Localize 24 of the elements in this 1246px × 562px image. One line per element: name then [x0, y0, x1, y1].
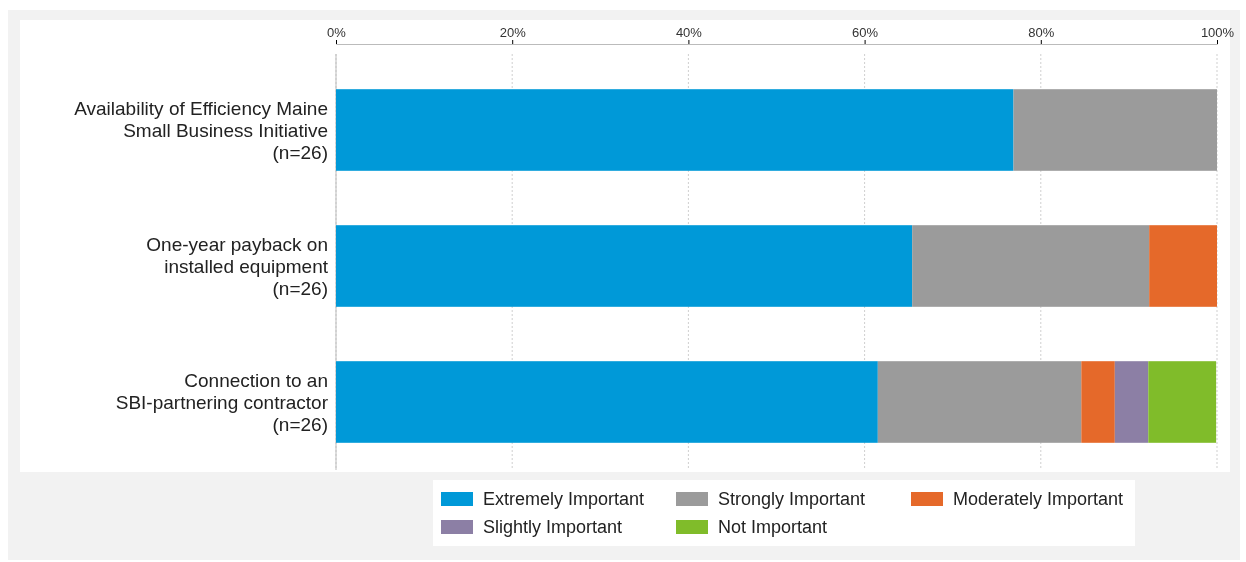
bar — [1114, 361, 1149, 443]
x-tick-label: 60% — [852, 25, 879, 40]
bar — [877, 361, 1082, 443]
bar — [336, 89, 1014, 171]
legend-label: Extremely Important — [483, 489, 645, 509]
bar — [1149, 225, 1217, 307]
y-tick-label: Connection to an SBI-partnering contractor (n=26) — [115, 370, 329, 435]
bar — [1081, 361, 1115, 443]
bar — [912, 225, 1150, 307]
bar — [1148, 361, 1217, 443]
legend-label: Moderately Important — [953, 489, 1124, 509]
x-tick-label: 20% — [499, 25, 527, 40]
bar — [336, 361, 878, 443]
y-tick-label: One-year payback on installed equipment (n=26) — [146, 234, 329, 299]
x-tick-label: 40% — [675, 25, 703, 40]
x-tick-label: 100% — [1200, 25, 1235, 40]
bar — [336, 225, 913, 307]
legend-label: Strongly Important — [718, 489, 866, 509]
x-tick-label: 0% — [327, 25, 347, 40]
y-tick-label: Availability of Efficiency Maine Small Business Initiative (n=26) — [74, 98, 328, 163]
legend-label: Slightly Important — [483, 517, 623, 537]
bar — [1013, 89, 1217, 171]
x-tick-label: 80% — [1028, 25, 1055, 40]
legend-label: Not Important — [718, 517, 828, 537]
